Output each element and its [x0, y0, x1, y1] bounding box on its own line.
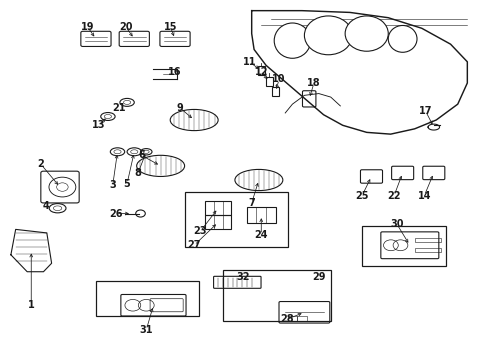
Bar — [223, 270, 330, 321]
Text: 25: 25 — [354, 191, 368, 201]
Ellipse shape — [304, 16, 351, 55]
Text: 14: 14 — [417, 191, 430, 201]
Text: 13: 13 — [91, 120, 105, 130]
Text: 26: 26 — [109, 208, 122, 219]
Text: 1: 1 — [28, 300, 35, 310]
Text: 21: 21 — [112, 103, 125, 113]
Ellipse shape — [274, 23, 310, 58]
Text: 30: 30 — [389, 219, 403, 229]
Bar — [271, 87, 279, 96]
Text: 27: 27 — [187, 240, 201, 250]
Text: 2: 2 — [38, 159, 44, 169]
Text: 6: 6 — [138, 150, 144, 160]
Bar — [414, 238, 440, 242]
Text: 9: 9 — [176, 103, 183, 113]
Text: 31: 31 — [139, 325, 153, 335]
Bar — [204, 201, 231, 215]
Text: 16: 16 — [168, 67, 182, 77]
Bar — [297, 316, 306, 321]
Text: 32: 32 — [236, 272, 250, 282]
Bar — [204, 215, 231, 229]
Polygon shape — [251, 11, 467, 134]
Bar — [184, 192, 287, 247]
Bar — [287, 316, 297, 321]
Text: 17: 17 — [418, 106, 431, 116]
Text: 15: 15 — [163, 22, 177, 32]
Text: 10: 10 — [272, 75, 285, 85]
Text: 5: 5 — [123, 179, 130, 189]
Text: 29: 29 — [311, 272, 325, 282]
Bar — [257, 66, 264, 75]
Text: 8: 8 — [134, 168, 141, 178]
Text: 12: 12 — [254, 67, 267, 77]
Text: 4: 4 — [42, 202, 49, 211]
Text: 22: 22 — [386, 191, 400, 201]
Text: 7: 7 — [248, 198, 255, 208]
Text: 28: 28 — [279, 314, 293, 324]
Bar — [265, 77, 272, 86]
Bar — [361, 226, 445, 266]
Text: 3: 3 — [109, 180, 116, 190]
Bar — [96, 280, 199, 316]
Bar — [414, 248, 440, 252]
Ellipse shape — [345, 16, 387, 51]
Text: 11: 11 — [242, 57, 256, 67]
Text: 19: 19 — [81, 22, 94, 32]
Bar — [246, 207, 275, 223]
Text: 18: 18 — [306, 78, 320, 88]
Ellipse shape — [387, 26, 416, 52]
Text: 24: 24 — [254, 230, 267, 240]
Text: 23: 23 — [193, 226, 207, 236]
Text: 20: 20 — [119, 22, 132, 32]
